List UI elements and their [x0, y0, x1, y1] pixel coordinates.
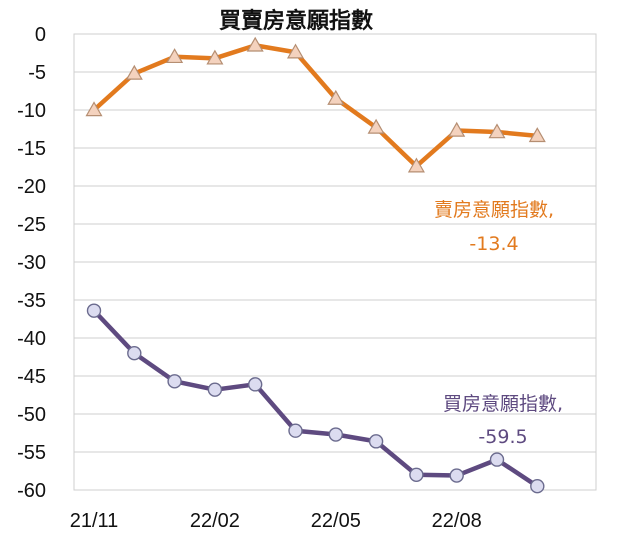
data-point-triangle — [286, 43, 305, 59]
series-1 — [85, 36, 546, 173]
series-line — [91, 308, 540, 489]
data-point-circle — [247, 377, 263, 392]
y-tick-label: -25 — [17, 214, 46, 236]
series-annotation-value: -13.4 — [469, 233, 518, 255]
series-layer — [85, 36, 546, 494]
y-tick-label: -60 — [17, 480, 46, 502]
y-tick-label: 0 — [35, 24, 46, 46]
series-2 — [86, 303, 545, 494]
data-point-triangle — [85, 101, 103, 117]
x-tick-label: 22/02 — [190, 510, 240, 532]
data-point-circle — [530, 479, 545, 494]
x-tick-label: 21/11 — [70, 510, 119, 532]
data-point-triangle — [166, 48, 184, 64]
data-point-circle — [207, 382, 223, 397]
y-tick-label: -50 — [17, 404, 46, 426]
data-point-circle — [127, 346, 142, 361]
data-point-circle — [368, 434, 384, 449]
data-point-triangle — [448, 121, 466, 137]
data-point-triangle — [528, 127, 546, 143]
data-point-circle — [409, 467, 424, 482]
y-tick-label: -10 — [17, 100, 46, 122]
series-annotation-value: -59.5 — [478, 426, 527, 448]
x-tick-label: 22/08 — [432, 510, 482, 532]
y-tick-label: -40 — [17, 328, 46, 350]
data-point-circle — [489, 452, 505, 467]
axes: 0 -5 -10 -15 -20 -25 -30 -35 -40 -45 -50 -55 -60 21/1… — [17, 24, 482, 532]
data-point-circle — [328, 427, 343, 442]
y-tick-label: -15 — [17, 138, 46, 160]
data-point-circle — [167, 374, 182, 389]
chart-title: 買賣房意願指數 — [219, 8, 373, 34]
y-tick-label: -20 — [17, 176, 46, 198]
series-line — [91, 43, 540, 169]
data-point-triangle — [206, 49, 224, 65]
data-point-circle — [288, 423, 303, 438]
data-point-triangle — [125, 64, 143, 80]
data-point-triangle — [407, 157, 425, 173]
annotation-layer: 賣房意願指數, -13.4 買房意願指數, -59.5 — [434, 199, 563, 448]
data-point-circle — [449, 468, 464, 483]
x-tick-label: 22/05 — [311, 510, 361, 532]
grid — [73, 33, 597, 491]
y-tick-label: -30 — [17, 252, 46, 274]
data-point-triangle — [246, 36, 264, 52]
y-tick-label: -5 — [28, 62, 46, 84]
data-point-triangle — [327, 89, 345, 105]
data-point-circle — [86, 303, 102, 318]
data-point-triangle — [488, 123, 506, 139]
y-tick-label: -45 — [17, 366, 46, 388]
y-tick-label: -55 — [17, 442, 46, 464]
series-annotation-name: 賣房意願指數, — [434, 199, 554, 221]
data-point-triangle — [367, 118, 385, 134]
series-annotation-name: 買房意願指數, — [443, 393, 563, 415]
y-tick-label: -35 — [17, 290, 46, 312]
